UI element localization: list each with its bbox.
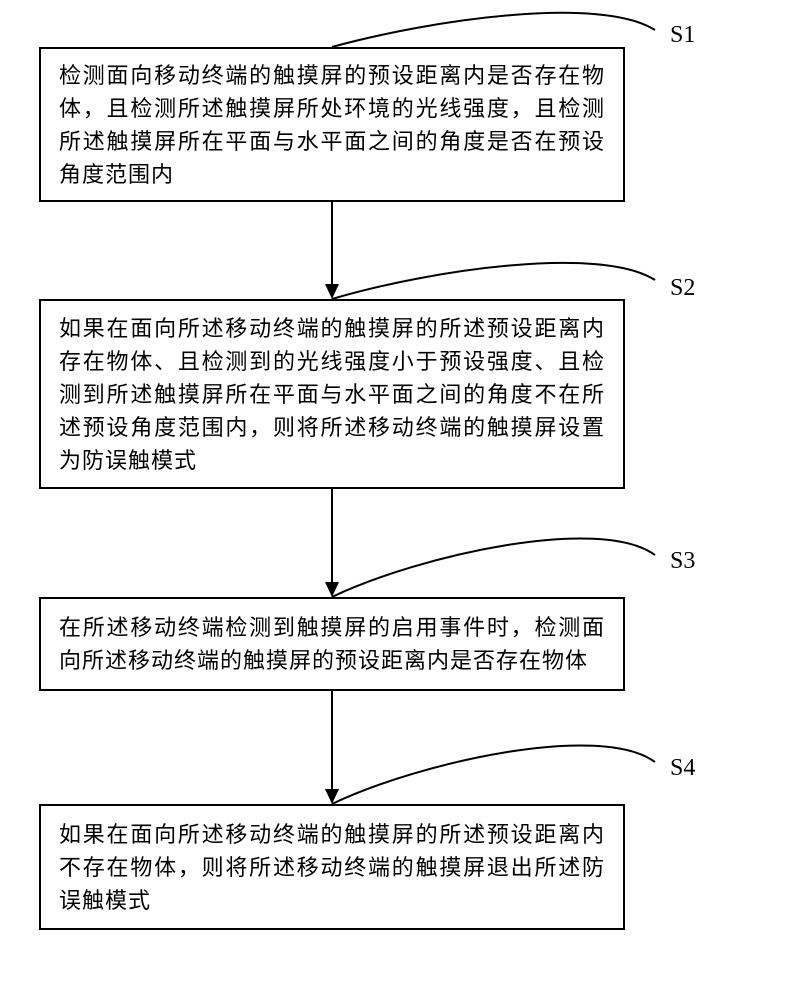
connector-s4 [0,732,802,812]
connector-s3 [0,525,802,605]
flowchart-container: 检测面向移动终端的触摸屏的预设距离内是否存在物体，且检测所述触摸屏所处环境的光线… [0,0,802,1000]
flowchart-step-s4: 如果在面向所述移动终端的触摸屏的所述预设距离内不存在物体，则将所述移动终端的触摸… [39,804,625,930]
connector-s2 [0,250,802,310]
flowchart-step-s3: 在所述移动终端检测到触摸屏的启用事件时，检测面向所述移动终端的触摸屏的预设距离内… [39,597,625,691]
step-s3-text: 在所述移动终端检测到触摸屏的启用事件时，检测面向所述移动终端的触摸屏的预设距离内… [59,611,605,677]
step-s4-text: 如果在面向所述移动终端的触摸屏的所述预设距离内不存在物体，则将所述移动终端的触摸… [59,818,605,917]
step-s2-text: 如果在面向所述移动终端的触摸屏的所述预设距离内存在物体、且检测到的光线强度小于预… [59,312,605,477]
flowchart-step-s1: 检测面向移动终端的触摸屏的预设距离内是否存在物体，且检测所述触摸屏所处环境的光线… [39,47,625,202]
flowchart-step-s2: 如果在面向所述移动终端的触摸屏的所述预设距离内存在物体、且检测到的光线强度小于预… [39,299,625,489]
step-s1-text: 检测面向移动终端的触摸屏的预设距离内是否存在物体，且检测所述触摸屏所处环境的光线… [59,59,605,191]
connector-s1 [0,0,802,60]
